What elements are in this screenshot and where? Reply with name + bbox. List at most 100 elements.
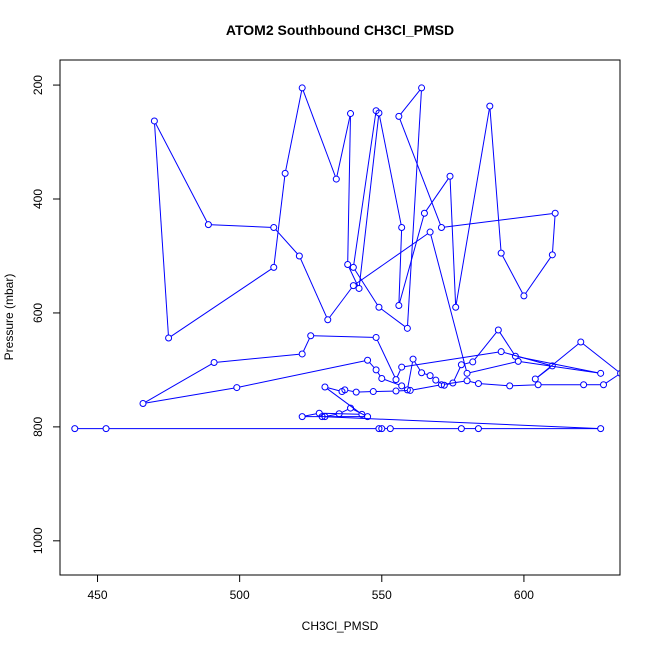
data-point [364, 356, 372, 364]
data-point [437, 223, 445, 231]
data-point [295, 252, 303, 260]
plot-frame [59, 59, 621, 576]
series-segment [275, 229, 298, 255]
data-point [281, 169, 289, 177]
series-segment [414, 361, 421, 371]
data-point [398, 382, 406, 390]
data-point [506, 382, 514, 390]
data-point [102, 425, 110, 433]
data-point [321, 413, 329, 421]
data-point [375, 303, 383, 311]
series-segment [425, 178, 449, 212]
series-segment [300, 258, 328, 318]
series-segment [217, 353, 300, 363]
series-segment [537, 367, 551, 378]
series-segment [552, 216, 556, 252]
series-segment [145, 387, 234, 404]
series-segment [313, 335, 374, 338]
y-tick-label: 800 [31, 417, 45, 437]
series-segment [407, 361, 414, 387]
data-point [355, 284, 363, 292]
data-point [369, 388, 377, 396]
series-segment [325, 416, 598, 429]
series-segment [396, 369, 401, 378]
series-segment [285, 90, 303, 171]
series-segment [464, 362, 470, 365]
series-segment [489, 109, 502, 251]
series-segment [376, 339, 396, 378]
data-point [548, 251, 556, 259]
data-point [457, 361, 465, 369]
series-segment [353, 113, 377, 265]
data-point [531, 375, 539, 383]
data-point [364, 413, 372, 421]
series-segment [518, 356, 598, 374]
data-point [165, 334, 173, 342]
data-point [420, 209, 428, 217]
series-segment [348, 267, 359, 286]
data-point [324, 316, 332, 324]
x-axis-label: CH3Cl_PMSD [302, 619, 379, 633]
y-axis: 200 400 600 800 1000 [31, 75, 60, 554]
data-point [315, 409, 323, 417]
data-point [358, 410, 366, 418]
data-point [452, 303, 460, 311]
data-point [403, 386, 411, 394]
chart-title: ATOM2 Southbound CH3Cl_PMSD [226, 22, 454, 38]
data-point [398, 223, 406, 231]
data-point [332, 175, 340, 183]
series-segment [469, 380, 476, 384]
series-segment [404, 351, 499, 368]
data-point [446, 172, 454, 180]
series-segment [384, 379, 400, 386]
data-point [432, 376, 440, 384]
data-point [520, 292, 528, 300]
data-point [463, 377, 471, 385]
data-point [150, 117, 158, 125]
data-point [392, 376, 400, 384]
series-segment [430, 234, 467, 371]
series-segment [521, 361, 598, 374]
series-segment [303, 338, 310, 352]
data-point [392, 387, 400, 395]
series-segment [381, 308, 406, 327]
series-segment [355, 233, 428, 285]
series-segment [273, 176, 286, 265]
data-point [597, 369, 605, 377]
data-point [270, 223, 278, 231]
series-segment [336, 116, 351, 177]
data-point [341, 386, 349, 394]
series-segment [379, 115, 402, 225]
data-point [335, 410, 343, 418]
data-point [347, 404, 355, 412]
data-point [534, 381, 542, 389]
series-points [71, 84, 620, 433]
data-point [551, 209, 559, 217]
data-point [600, 381, 608, 389]
data-point [403, 324, 411, 332]
series-segment [474, 332, 497, 360]
data-point [372, 333, 380, 341]
data-point [440, 381, 448, 389]
data-point [437, 381, 445, 389]
data-point [449, 379, 457, 387]
data-point [378, 425, 386, 433]
data-point [497, 348, 505, 356]
data-point [233, 384, 241, 392]
data-point [298, 84, 306, 92]
data-point [395, 112, 403, 120]
data-point [378, 374, 386, 382]
series-segment [398, 230, 403, 303]
data-point [418, 84, 426, 92]
data-point [497, 249, 505, 257]
series-segment [499, 332, 515, 354]
data-point [577, 338, 585, 346]
data-point [139, 400, 147, 408]
data-point [386, 425, 394, 433]
data-point [617, 369, 620, 377]
series-segment [329, 287, 352, 318]
x-tick-label: 600 [514, 588, 534, 602]
series-segment [322, 412, 359, 415]
series-segment [481, 383, 507, 387]
